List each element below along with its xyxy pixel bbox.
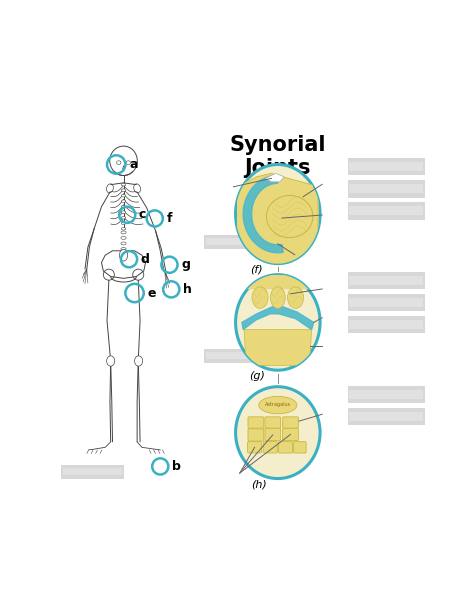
FancyBboxPatch shape (263, 441, 277, 453)
FancyBboxPatch shape (247, 441, 262, 453)
Ellipse shape (236, 387, 320, 479)
Polygon shape (237, 173, 318, 264)
Ellipse shape (266, 196, 313, 238)
Ellipse shape (119, 249, 128, 261)
Ellipse shape (236, 275, 320, 370)
FancyBboxPatch shape (283, 428, 298, 441)
Ellipse shape (121, 189, 126, 191)
Ellipse shape (121, 216, 126, 219)
Ellipse shape (121, 183, 126, 186)
FancyBboxPatch shape (204, 235, 267, 249)
Ellipse shape (121, 231, 126, 234)
FancyBboxPatch shape (347, 202, 425, 219)
FancyBboxPatch shape (349, 276, 423, 285)
Ellipse shape (252, 287, 268, 308)
Polygon shape (242, 275, 314, 288)
FancyBboxPatch shape (347, 316, 425, 333)
Ellipse shape (121, 211, 126, 213)
Text: e: e (147, 286, 156, 300)
Ellipse shape (121, 242, 126, 245)
Text: (h): (h) (251, 480, 267, 490)
FancyBboxPatch shape (347, 294, 425, 311)
FancyBboxPatch shape (347, 272, 425, 289)
FancyBboxPatch shape (349, 320, 423, 329)
FancyBboxPatch shape (347, 158, 425, 175)
Text: b: b (172, 460, 181, 473)
Polygon shape (242, 306, 314, 330)
FancyBboxPatch shape (206, 352, 265, 359)
FancyBboxPatch shape (63, 468, 122, 475)
FancyBboxPatch shape (347, 386, 425, 403)
Text: h: h (183, 283, 192, 296)
FancyBboxPatch shape (206, 238, 265, 245)
Text: Synorial
Joints: Synorial Joints (229, 135, 326, 178)
Ellipse shape (107, 356, 115, 366)
FancyBboxPatch shape (265, 417, 281, 428)
Text: c: c (139, 208, 146, 221)
Text: g: g (181, 258, 190, 271)
Polygon shape (101, 251, 146, 278)
FancyBboxPatch shape (349, 298, 423, 307)
Text: (f): (f) (250, 265, 263, 275)
Ellipse shape (288, 287, 303, 308)
Ellipse shape (121, 222, 126, 224)
FancyBboxPatch shape (278, 441, 292, 453)
FancyBboxPatch shape (265, 428, 281, 441)
Ellipse shape (236, 164, 320, 264)
FancyBboxPatch shape (61, 465, 124, 479)
Text: a: a (129, 158, 137, 171)
Text: Astragalus: Astragalus (265, 402, 291, 406)
FancyBboxPatch shape (347, 180, 425, 197)
FancyBboxPatch shape (349, 412, 423, 421)
Ellipse shape (121, 237, 126, 240)
Polygon shape (243, 175, 283, 253)
FancyBboxPatch shape (293, 441, 306, 453)
Ellipse shape (121, 200, 126, 202)
FancyBboxPatch shape (349, 162, 423, 171)
Text: (g): (g) (249, 371, 264, 381)
Ellipse shape (135, 356, 143, 366)
Ellipse shape (121, 205, 126, 208)
Ellipse shape (121, 248, 126, 251)
FancyBboxPatch shape (283, 417, 298, 428)
Ellipse shape (271, 287, 285, 308)
FancyBboxPatch shape (204, 349, 267, 363)
FancyBboxPatch shape (248, 428, 264, 441)
Text: f: f (166, 212, 172, 225)
FancyBboxPatch shape (349, 390, 423, 399)
Text: d: d (141, 253, 150, 266)
FancyBboxPatch shape (248, 417, 264, 428)
FancyBboxPatch shape (349, 207, 423, 215)
FancyBboxPatch shape (347, 408, 425, 425)
FancyBboxPatch shape (349, 185, 423, 193)
Polygon shape (265, 173, 284, 182)
Ellipse shape (121, 227, 126, 230)
Polygon shape (244, 330, 311, 365)
Ellipse shape (259, 397, 297, 414)
Ellipse shape (121, 194, 126, 197)
